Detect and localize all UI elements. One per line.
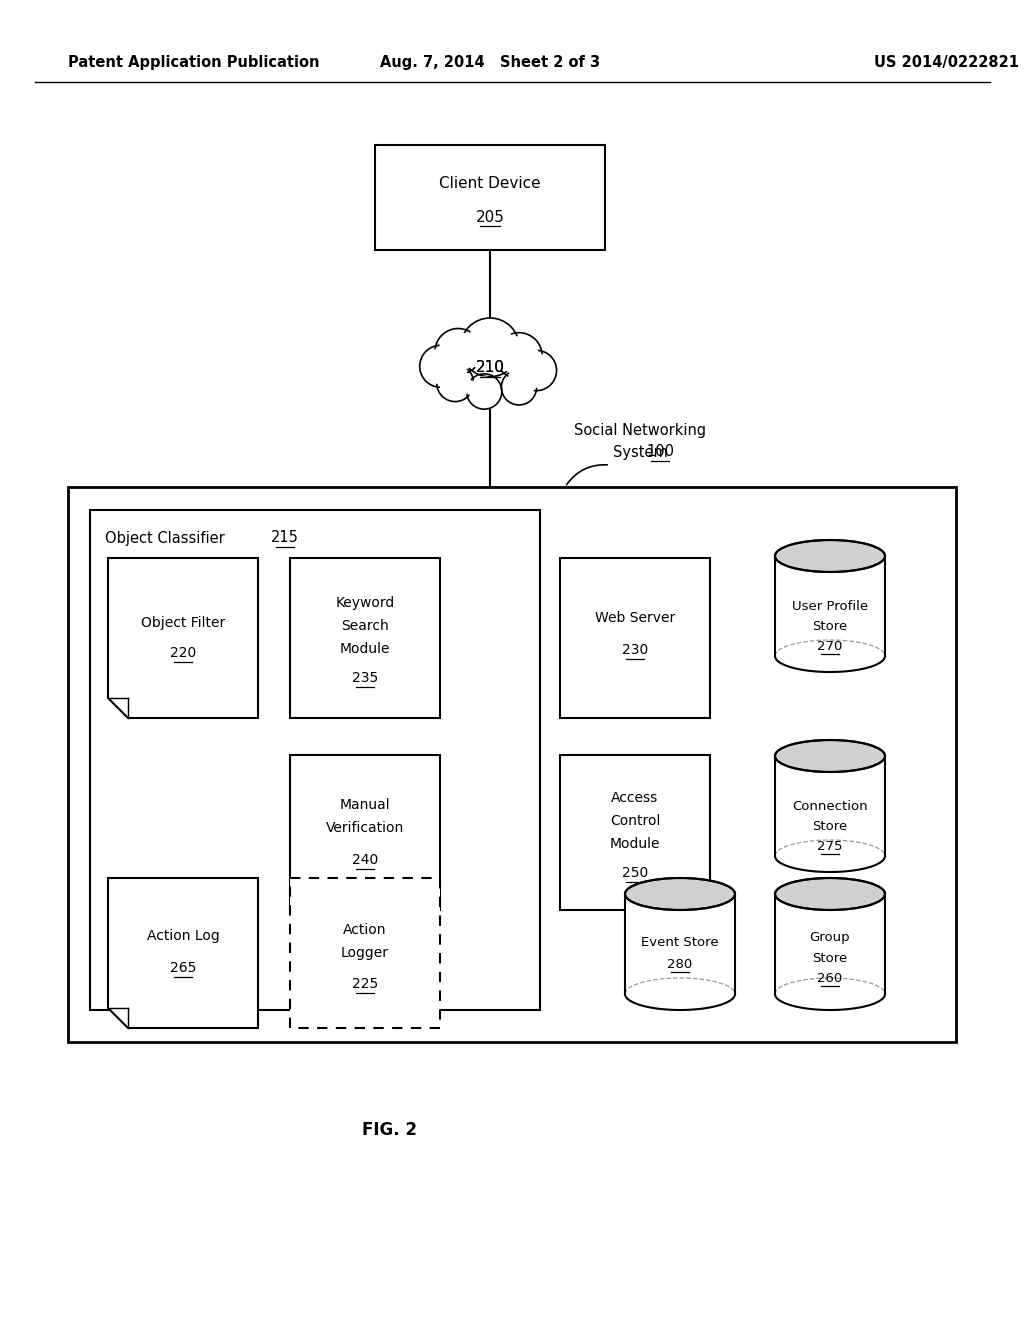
Bar <box>290 755 440 909</box>
Text: 265: 265 <box>170 961 197 975</box>
Text: 235: 235 <box>352 671 378 685</box>
Circle shape <box>500 337 538 375</box>
Text: 230: 230 <box>622 643 648 657</box>
Text: Action Log: Action Log <box>146 929 219 942</box>
Text: 240: 240 <box>352 853 378 867</box>
Text: Event Store: Event Store <box>641 936 719 949</box>
Text: Group: Group <box>810 932 850 945</box>
Text: US 2014/0222821 A1: US 2014/0222821 A1 <box>874 54 1024 70</box>
Text: Object Classifier: Object Classifier <box>105 531 224 545</box>
Text: System: System <box>612 445 668 459</box>
Text: User Profile: User Profile <box>792 599 868 612</box>
Bar <box>290 558 440 718</box>
Text: 220: 220 <box>170 645 197 660</box>
Circle shape <box>461 318 519 376</box>
Text: 260: 260 <box>817 972 843 985</box>
Circle shape <box>439 333 477 371</box>
Bar <box>375 145 605 249</box>
Text: Object Filter: Object Filter <box>141 616 225 630</box>
Bar <box>775 894 885 994</box>
Text: Manual: Manual <box>340 799 390 812</box>
Bar <box>560 755 710 909</box>
Text: Aug. 7, 2014   Sheet 2 of 3: Aug. 7, 2014 Sheet 2 of 3 <box>380 54 600 70</box>
Circle shape <box>424 348 458 384</box>
Circle shape <box>467 374 502 409</box>
Text: 250: 250 <box>622 866 648 880</box>
Text: Search: Search <box>341 619 389 634</box>
Text: 215: 215 <box>271 531 299 545</box>
Text: 100: 100 <box>646 445 674 459</box>
Text: 210: 210 <box>475 360 505 375</box>
Text: Store: Store <box>812 619 848 632</box>
Text: Verification: Verification <box>326 821 404 836</box>
Bar <box>775 756 885 855</box>
Circle shape <box>435 329 481 375</box>
Text: Patent Application Publication: Patent Application Publication <box>68 54 319 70</box>
Circle shape <box>466 323 514 371</box>
Text: 275: 275 <box>817 840 843 853</box>
Text: 270: 270 <box>817 639 843 652</box>
Text: Web Server: Web Server <box>595 611 675 624</box>
Text: FIG. 2: FIG. 2 <box>362 1121 418 1139</box>
Ellipse shape <box>625 878 735 909</box>
Text: Connection: Connection <box>793 800 867 813</box>
Circle shape <box>470 378 499 407</box>
Bar <box>560 558 710 718</box>
Bar <box>625 894 735 994</box>
Text: 225: 225 <box>352 977 378 991</box>
Text: Access: Access <box>611 791 658 805</box>
Text: Module: Module <box>340 642 390 656</box>
Text: Social Networking: Social Networking <box>573 422 707 437</box>
Text: Client Device: Client Device <box>439 176 541 190</box>
Bar <box>90 510 540 1010</box>
Polygon shape <box>108 878 258 1028</box>
Ellipse shape <box>775 540 885 572</box>
Text: Store: Store <box>812 952 848 965</box>
Polygon shape <box>108 558 258 718</box>
Text: 280: 280 <box>668 957 692 970</box>
Text: Control: Control <box>610 814 660 828</box>
Circle shape <box>520 354 553 387</box>
Ellipse shape <box>775 878 885 909</box>
Text: 210: 210 <box>475 360 505 375</box>
Text: Module: Module <box>609 837 660 851</box>
Text: 205: 205 <box>475 210 505 224</box>
Text: Logger: Logger <box>341 946 389 960</box>
Circle shape <box>440 368 470 399</box>
Text: Keyword: Keyword <box>336 597 394 610</box>
Bar <box>68 487 956 1041</box>
Circle shape <box>496 333 542 379</box>
Text: Store: Store <box>812 820 848 833</box>
Ellipse shape <box>775 741 885 772</box>
Circle shape <box>436 364 474 401</box>
Circle shape <box>420 346 462 387</box>
Bar <box>775 556 885 656</box>
Text: Action: Action <box>343 923 387 937</box>
Bar <box>290 878 440 1028</box>
Circle shape <box>502 370 537 405</box>
Circle shape <box>516 350 557 391</box>
Circle shape <box>505 372 534 401</box>
